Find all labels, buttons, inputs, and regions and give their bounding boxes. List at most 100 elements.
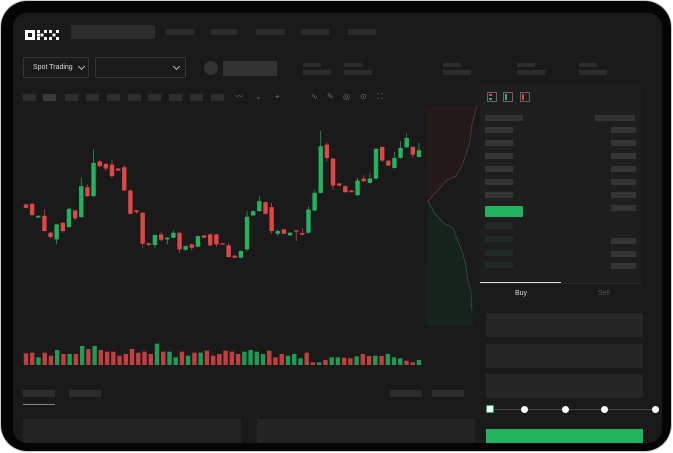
candlestick-chart[interactable] (13, 13, 433, 373)
candle[interactable] (257, 201, 262, 212)
interval-button[interactable] (128, 94, 141, 101)
candle[interactable] (392, 157, 397, 168)
candle[interactable] (386, 160, 391, 166)
candle[interactable] (373, 148, 379, 179)
candle[interactable] (177, 232, 182, 250)
candle[interactable] (404, 137, 409, 148)
orderbook-bids-icon[interactable] (503, 92, 513, 102)
tab-buy[interactable]: Buy (515, 290, 528, 297)
ask-price[interactable] (485, 179, 513, 185)
candle[interactable] (275, 231, 280, 234)
candle[interactable] (115, 168, 121, 171)
candle[interactable] (398, 147, 403, 158)
candle[interactable] (91, 162, 96, 197)
bid-price[interactable] (485, 223, 513, 229)
candle[interactable] (238, 251, 244, 258)
candle[interactable] (189, 244, 194, 248)
ask-price[interactable] (485, 166, 513, 172)
candle[interactable] (367, 178, 373, 183)
candle[interactable] (293, 230, 299, 232)
price-input[interactable] (486, 313, 643, 337)
interval-button[interactable] (190, 94, 203, 101)
interval-button[interactable] (65, 94, 78, 101)
slider-stop-75[interactable] (601, 406, 608, 413)
okx-logo[interactable] (25, 27, 59, 40)
candle[interactable] (281, 229, 287, 234)
candle[interactable] (103, 163, 109, 169)
chart-type-icon[interactable]: ⌄ (255, 92, 262, 101)
interval-button[interactable] (211, 94, 224, 101)
nav-item[interactable] (256, 29, 285, 35)
header-search-placeholder[interactable] (71, 25, 155, 39)
orderbook-asks-icon[interactable] (520, 92, 530, 102)
settings-icon[interactable]: ⊙ (360, 92, 367, 101)
ask-price[interactable] (485, 192, 513, 198)
orderbook-both-icon[interactable] (487, 92, 497, 102)
interval-button[interactable] (86, 94, 99, 101)
interval-button[interactable] (169, 94, 182, 101)
candle[interactable] (140, 212, 145, 244)
candle[interactable] (48, 232, 53, 238)
bottom-action[interactable] (432, 390, 464, 397)
slider-stop-25[interactable] (521, 406, 528, 413)
buy-button[interactable] (486, 429, 643, 443)
ask-price[interactable] (485, 140, 513, 146)
candle[interactable] (134, 210, 139, 213)
candle[interactable] (361, 178, 366, 182)
crosshair-icon[interactable]: ⌖ (275, 92, 280, 101)
candle[interactable] (349, 190, 354, 193)
candle[interactable] (263, 202, 268, 214)
bid-price[interactable] (485, 236, 513, 242)
target-icon[interactable]: ◎ (343, 92, 350, 101)
indicator-icon[interactable]: 〰 (235, 92, 243, 101)
candle[interactable] (201, 235, 207, 238)
candle[interactable] (220, 243, 225, 245)
interval-button[interactable] (107, 94, 120, 101)
candle[interactable] (152, 235, 158, 246)
nav-item[interactable] (348, 29, 376, 35)
slider-stop-100[interactable] (652, 406, 659, 413)
bottom-tab-history[interactable] (69, 390, 101, 397)
candle[interactable] (343, 186, 348, 193)
ask-price[interactable] (485, 127, 513, 133)
line-icon[interactable]: ∿ (311, 92, 318, 101)
candle[interactable] (300, 233, 305, 235)
candle[interactable] (66, 208, 72, 228)
candle[interactable] (29, 203, 35, 216)
candle[interactable] (23, 204, 29, 208)
candle[interactable] (318, 146, 323, 193)
interval-button[interactable] (43, 94, 56, 101)
candle[interactable] (312, 192, 317, 211)
candle[interactable] (336, 183, 342, 186)
candle[interactable] (287, 232, 293, 236)
candle[interactable] (226, 245, 231, 258)
tab-sell[interactable]: Sell (598, 290, 610, 297)
candle[interactable] (109, 164, 115, 177)
candle[interactable] (128, 190, 133, 214)
candle[interactable] (54, 224, 59, 240)
candle[interactable] (214, 234, 219, 245)
ask-price[interactable] (485, 153, 513, 159)
candle[interactable] (269, 207, 274, 232)
candle[interactable] (183, 246, 188, 250)
candle[interactable] (60, 222, 66, 232)
candle[interactable] (208, 234, 213, 246)
candle[interactable] (251, 211, 256, 216)
candle[interactable] (85, 187, 90, 197)
slider-track[interactable] (491, 409, 656, 410)
bottom-tab-open-orders[interactable] (23, 390, 55, 397)
bid-price[interactable] (485, 262, 513, 268)
candle[interactable] (232, 255, 237, 258)
candle[interactable] (195, 236, 201, 247)
candle[interactable] (171, 232, 176, 238)
candle[interactable] (324, 144, 330, 158)
candle[interactable] (355, 180, 360, 196)
candle[interactable] (79, 186, 84, 218)
nav-item[interactable] (301, 29, 329, 35)
candle[interactable] (379, 146, 385, 161)
candle[interactable] (97, 161, 102, 167)
amount-input[interactable] (486, 344, 643, 368)
candle[interactable] (36, 215, 41, 218)
candle[interactable] (416, 150, 422, 157)
pencil-icon[interactable]: ✎ (327, 92, 334, 101)
